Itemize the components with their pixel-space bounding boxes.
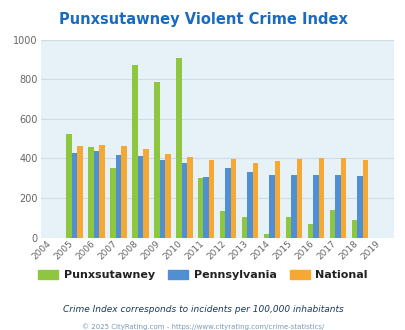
Bar: [94, 151, 99, 238]
Bar: [296, 159, 301, 238]
Bar: [181, 163, 187, 238]
Bar: [230, 159, 236, 238]
Bar: [137, 156, 143, 238]
Bar: [351, 220, 356, 238]
Bar: [143, 148, 148, 238]
Text: Crime Index corresponds to incidents per 100,000 inhabitants: Crime Index corresponds to incidents per…: [62, 305, 343, 314]
Bar: [362, 160, 367, 238]
Bar: [176, 58, 181, 238]
Bar: [290, 175, 296, 238]
Bar: [318, 158, 323, 238]
Bar: [165, 154, 170, 238]
Bar: [241, 217, 247, 238]
Bar: [198, 178, 203, 238]
Bar: [274, 161, 279, 238]
Bar: [329, 210, 334, 238]
Bar: [312, 175, 318, 238]
Bar: [263, 234, 269, 238]
Bar: [269, 175, 274, 238]
Bar: [356, 176, 362, 238]
Bar: [225, 168, 230, 238]
Bar: [121, 146, 126, 238]
Text: © 2025 CityRating.com - https://www.cityrating.com/crime-statistics/: © 2025 CityRating.com - https://www.city…: [82, 323, 323, 330]
Bar: [209, 160, 214, 238]
Bar: [285, 217, 290, 238]
Bar: [110, 168, 115, 238]
Bar: [77, 146, 83, 238]
Bar: [88, 147, 94, 238]
Bar: [203, 177, 209, 238]
Bar: [159, 160, 165, 238]
Bar: [307, 224, 312, 238]
Bar: [72, 153, 77, 238]
Bar: [247, 172, 252, 238]
Bar: [132, 65, 137, 238]
Bar: [99, 145, 104, 238]
Text: Punxsutawney Violent Crime Index: Punxsutawney Violent Crime Index: [58, 12, 347, 26]
Bar: [187, 157, 192, 238]
Bar: [340, 158, 345, 238]
Bar: [252, 163, 258, 238]
Legend: Punxsutawney, Pennsylvania, National: Punxsutawney, Pennsylvania, National: [34, 266, 371, 285]
Bar: [220, 211, 225, 238]
Bar: [154, 82, 159, 238]
Bar: [115, 155, 121, 238]
Bar: [66, 134, 72, 238]
Bar: [334, 175, 340, 238]
